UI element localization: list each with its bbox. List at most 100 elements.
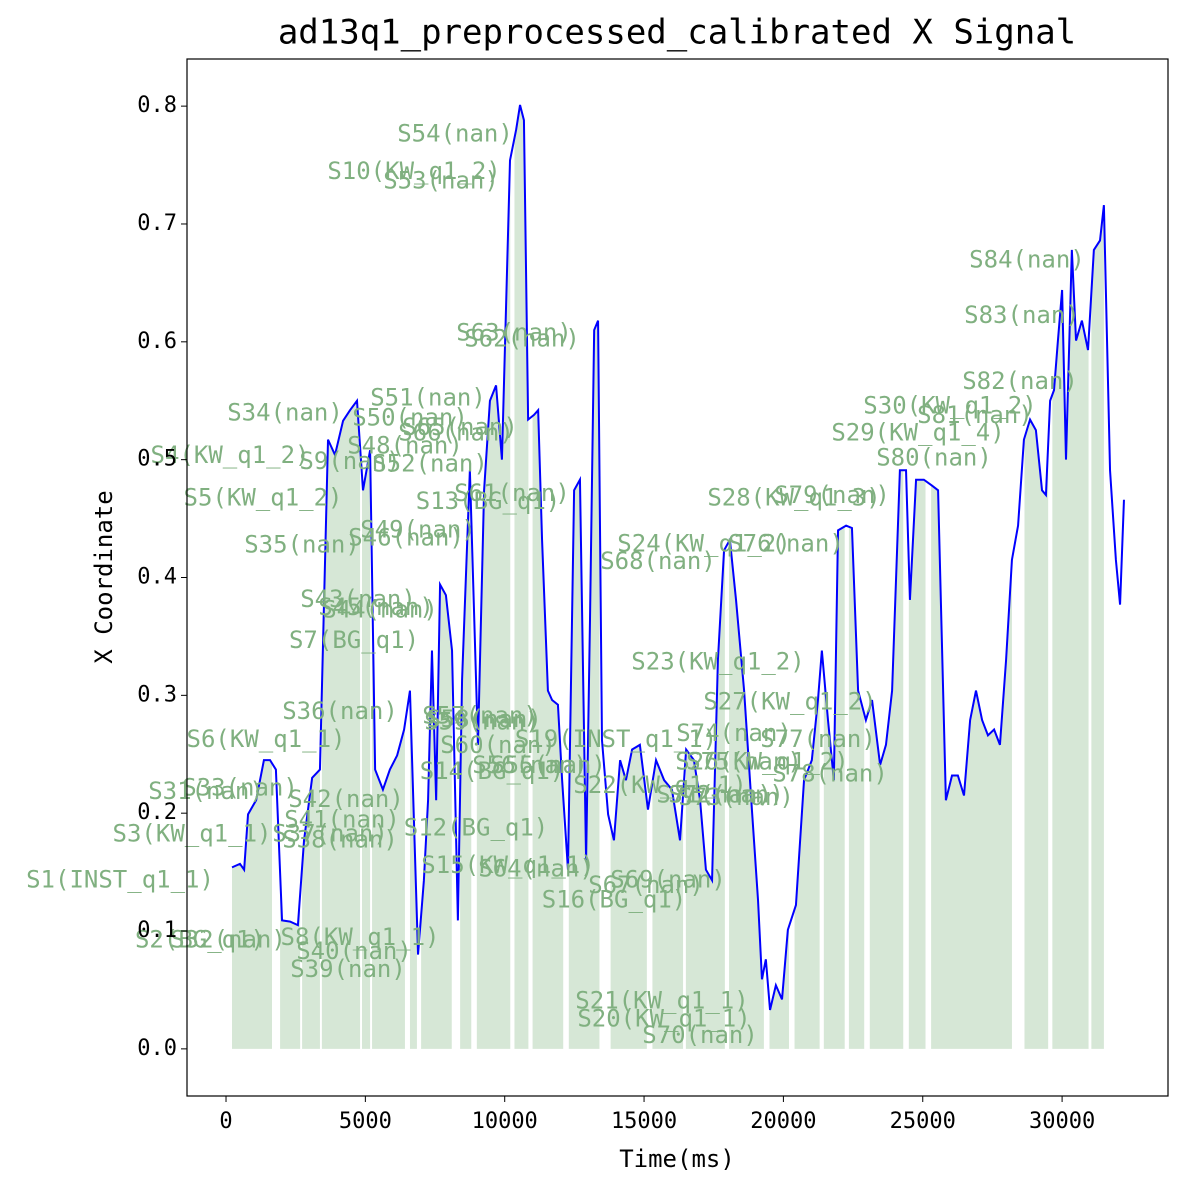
annotation: S36(nan)	[282, 697, 398, 725]
annotation: S67(nan)	[588, 871, 704, 899]
annotation: S48(nan)	[347, 432, 463, 460]
x-tick-label: 20000	[750, 1109, 816, 1134]
annotation: S79(nan)	[774, 481, 890, 509]
y-tick-label: 0.3	[137, 682, 177, 707]
annotation: S31(nan)	[148, 777, 264, 805]
y-tick-label: 0.5	[137, 447, 177, 472]
annotation: S4(KW_q1_2)	[151, 441, 310, 469]
annotation: S16(BG_q1)	[542, 885, 687, 913]
signal-line	[231, 104, 1125, 1011]
annotation: S51(nan)	[370, 383, 486, 411]
annotation: S23(KW_q1_2)	[631, 647, 804, 675]
annotation: S37(nan)	[272, 819, 388, 847]
y-tick-label: 0.8	[137, 93, 177, 118]
annotation: S39(nan)	[290, 955, 406, 983]
annotation: S60(nan)	[440, 731, 556, 759]
annotation: S14(BG_q1)	[420, 757, 565, 785]
annotation: S80(nan)	[876, 443, 992, 471]
annotation: S45(nan)	[318, 593, 434, 621]
annotation: S78(nan)	[772, 759, 888, 787]
x-tick-label: 30000	[1029, 1109, 1095, 1134]
annotation: S2(BG_q1)	[135, 925, 265, 953]
annotation: S42(nan)	[288, 785, 404, 813]
y-tick-label: 0.1	[137, 918, 177, 943]
annotation: S19(INST_q1_1)	[515, 725, 717, 753]
annotation: S68(nan)	[600, 547, 716, 575]
annotation: S62(nan)	[464, 324, 580, 352]
annotation: S21(KW_q1_1)	[575, 987, 748, 1015]
annotation: S74(nan)	[676, 719, 792, 747]
annotation: S83(nan)	[964, 301, 1080, 329]
annotation: S34(nan)	[227, 399, 343, 427]
annotation: S52(nan)	[372, 449, 488, 477]
annotation: S33(nan)	[182, 773, 298, 801]
annotation: S84(nan)	[969, 246, 1085, 274]
annotation: S41(nan)	[284, 805, 400, 833]
annotation: S44(nan)	[322, 595, 438, 623]
x-axis-label: Time(ms)	[619, 1145, 735, 1173]
chart-title: ad13q1_preprocessed_calibrated X Signal	[278, 13, 1076, 53]
annotation: S3(KW_q1_1)	[113, 819, 272, 847]
annotation: S5(KW_q1_2)	[184, 484, 343, 512]
annotation: S54(nan)	[397, 119, 513, 147]
annotation: S61(nan)	[454, 479, 570, 507]
annotation: S6(KW_q1_1)	[187, 725, 346, 753]
annotation: S77(nan)	[760, 725, 876, 753]
annotation: S28(KW_q1_3)	[707, 484, 880, 512]
annotation: S7(BG_q1)	[289, 626, 419, 654]
annotation: S82(nan)	[962, 367, 1078, 395]
y-tick-label: 0.4	[137, 565, 177, 590]
annotation: S9(nan)	[299, 447, 400, 475]
annotation: S24(KW_q1_2)	[617, 530, 790, 558]
annotation: S22(KW_q1_1)	[573, 771, 746, 799]
annotation: S8(KW_q1_1)	[281, 923, 440, 951]
y-tick-label: 0.7	[137, 211, 177, 236]
annotation: S50(nan)	[352, 403, 468, 431]
annotation: S20(KW_q1_1)	[577, 1004, 750, 1032]
annotation: S81(nan)	[917, 401, 1033, 429]
annotation: S32(nan)	[170, 925, 286, 953]
annotation: S53(nan)	[383, 167, 499, 195]
annotation: S73(nan)	[678, 783, 794, 811]
annotation: S10(KW_q1_2)	[327, 157, 500, 185]
annotation: S70(nan)	[642, 1021, 758, 1049]
annotation: S76(nan)	[728, 530, 844, 558]
annotation: S26(KW_q1_2)	[675, 748, 848, 776]
y-axis-label: X Coordinate	[90, 490, 118, 663]
annotation: S56(nan)	[472, 751, 588, 779]
annotation: S71(nan)	[656, 781, 772, 809]
y-tick-label: 0.2	[137, 800, 177, 825]
annotation: S40(nan)	[296, 937, 412, 965]
annotation: S15(KW_q1_1)	[421, 851, 594, 879]
x-tick-label: 10000	[472, 1109, 538, 1134]
annotation: S57(nan)	[422, 702, 538, 730]
annotation: S63(nan)	[456, 319, 572, 347]
annotation: S72(nan)	[668, 781, 784, 809]
x-tick-label: 5000	[339, 1109, 392, 1134]
annotation: S55(nan)	[490, 751, 606, 779]
annotation: S64(nan)	[478, 855, 594, 883]
annotation: S27(KW_q1_2)	[703, 687, 876, 715]
annotation: S43(nan)	[300, 585, 416, 613]
y-tick-label: 0.0	[137, 1036, 177, 1061]
annotation: S66(nan)	[398, 419, 514, 447]
x-tick-label: 25000	[890, 1109, 956, 1134]
annotation: S30(KW_q1_2)	[863, 392, 1036, 420]
y-tick-label: 0.6	[137, 329, 177, 354]
annotation: S59(nan)	[424, 707, 540, 735]
annotation: S38(nan)	[282, 825, 398, 853]
annotation: S46(nan)	[348, 524, 464, 552]
x-tick-label: 15000	[611, 1109, 677, 1134]
annotation: S65(nan)	[402, 413, 518, 441]
annotation: S1(INST_q1_1)	[26, 865, 214, 893]
annotation: S29(KW_q1_4)	[831, 419, 1004, 447]
annotation: S69(nan)	[610, 865, 726, 893]
annotation: S49(nan)	[360, 515, 476, 543]
annotation: S35(nan)	[244, 531, 360, 559]
annotation: S58(nan)	[426, 705, 542, 733]
x-tick-label: 0	[219, 1109, 232, 1134]
annotation: S13(BG_q1)	[416, 487, 561, 515]
annotation: S75(nan)	[686, 748, 802, 776]
